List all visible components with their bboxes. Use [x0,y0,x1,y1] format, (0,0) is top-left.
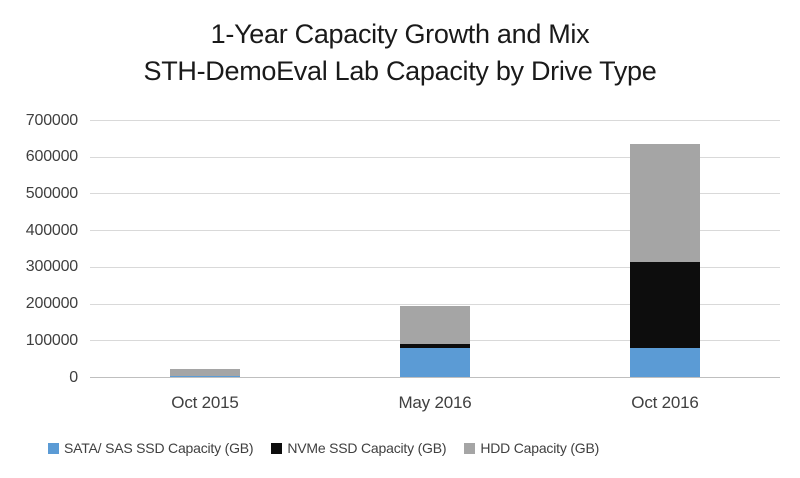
bar-segment-oct-2016-series-1 [630,261,700,349]
bar-segment-may-2016-series-1 [400,344,470,349]
x-axis-tick-label-oct-2016: Oct 2016 [631,393,699,412]
y-axis-tick-label-400000: 400000 [25,221,78,239]
legend-item-1: NVMe SSD Capacity (GB) [271,440,447,456]
legend-swatch-icon [48,442,59,454]
y-axis-tick-label-600000: 600000 [25,148,78,166]
bar-segment-oct-2016-series-2 [630,144,700,262]
y-axis-tick-label-100000: 100000 [25,331,78,349]
y-axis-tick-label-200000: 200000 [25,295,78,313]
legend-item-2: HDD Capacity (GB) [464,440,599,456]
gridline-500000 [90,193,780,195]
y-axis-tick-label-0: 0 [69,368,78,386]
legend-label: NVMe SSD Capacity (GB) [287,440,447,456]
gridline-600000 [90,156,780,158]
bar-segment-may-2016-series-0 [400,348,470,378]
y-axis-tick-label-300000: 300000 [25,258,78,276]
chart-title-line-1: 1-Year Capacity Growth and Mix [210,19,590,49]
legend-label: HDD Capacity (GB) [480,440,600,456]
bar-segment-oct-2015-series-2 [170,369,240,377]
y-axis-tick-label-700000: 700000 [25,111,78,129]
x-axis-tick-label-may-2016: May 2016 [398,393,472,412]
gridline-400000 [90,230,780,232]
chart-legend: SATA/ SAS SSD Capacity (GB) NVMe SSD Capa… [48,440,599,456]
legend-item-0: SATA/ SAS SSD Capacity (GB) [48,440,254,456]
bar-segment-oct-2015-series-0 [170,376,240,378]
legend-label: SATA/ SAS SSD Capacity (GB) [64,440,254,456]
x-axis-tick-label-oct-2015: Oct 2015 [171,393,239,412]
bar-segment-may-2016-series-2 [400,305,470,345]
y-axis-tick-label-500000: 500000 [25,184,78,202]
chart-title-line-2: STH-DemoEval Lab Capacity by Drive Type [143,56,657,86]
legend-swatch-icon [464,442,476,454]
chart-title: 1-Year Capacity Growth and Mix STH-DemoE… [0,16,800,90]
bar-segment-oct-2016-series-0 [630,348,700,378]
gridline-0 [90,377,780,378]
gridline-200000 [90,303,780,305]
gridline-700000 [90,120,780,121]
gridline-300000 [90,266,780,268]
legend-swatch-icon [271,442,283,454]
